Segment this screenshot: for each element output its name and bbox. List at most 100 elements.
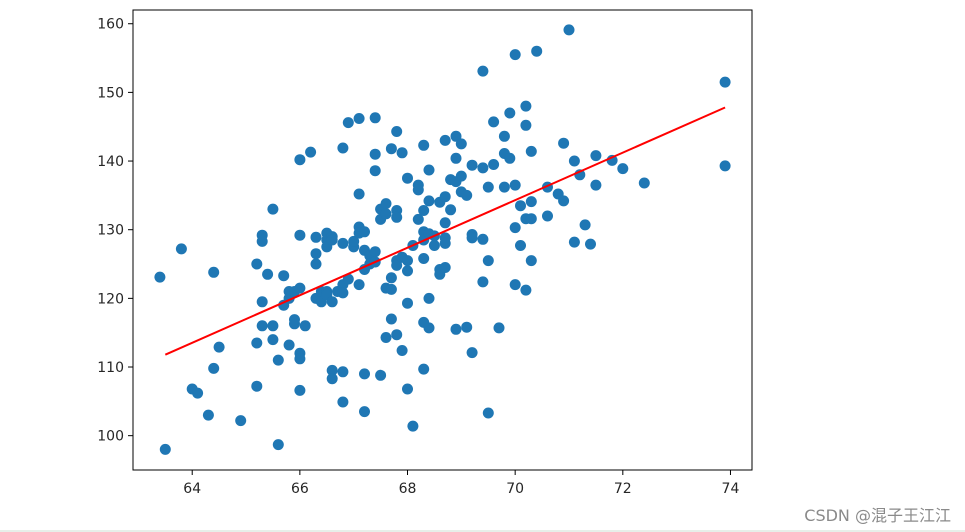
scatter-point — [488, 116, 500, 128]
scatter-point — [520, 284, 532, 296]
scatter-point — [267, 334, 279, 346]
scatter-point — [359, 226, 370, 238]
scatter-point — [482, 407, 494, 419]
scatter-point — [326, 373, 338, 385]
scatter-point — [256, 320, 268, 332]
scatter-points — [154, 24, 731, 455]
scatter-point — [337, 396, 349, 408]
x-tick-label: 74 — [722, 481, 740, 497]
scatter-point — [439, 191, 451, 203]
y-tick-label: 110 — [97, 360, 124, 376]
scatter-point — [353, 113, 365, 124]
y-tick-label: 100 — [97, 429, 124, 445]
scatter-point — [418, 205, 430, 216]
scatter-point — [369, 246, 381, 258]
scatter-point — [337, 366, 349, 378]
scatter-point — [402, 255, 413, 267]
x-tick-label: 70 — [506, 481, 524, 497]
fit-line-layer — [164, 106, 726, 356]
scatter-point — [251, 258, 263, 270]
scatter-point — [477, 162, 489, 174]
scatter-point — [477, 233, 489, 245]
scatter-point — [310, 231, 322, 243]
scatter-point — [455, 138, 467, 150]
scatter-point — [369, 165, 381, 177]
scatter-point — [380, 198, 392, 210]
bottom-divider — [0, 530, 965, 532]
scatter-point — [525, 213, 537, 225]
scatter-point — [407, 420, 419, 432]
scatter-point — [563, 24, 575, 36]
scatter-point — [719, 160, 731, 172]
scatter-point — [262, 268, 274, 280]
scatter-point — [402, 297, 413, 309]
x-axis: 64 66 68 70 72 74 — [183, 470, 739, 497]
scatter-point — [348, 235, 360, 247]
scatter-point — [504, 107, 516, 119]
scatter-point — [337, 287, 349, 299]
scatter-point — [439, 134, 451, 146]
scatter-point — [515, 200, 526, 212]
scatter-point — [305, 146, 317, 158]
scatter-point — [385, 272, 397, 284]
scatter-point — [369, 148, 381, 160]
scatter-point — [385, 283, 397, 295]
scatter-point — [375, 369, 387, 381]
scatter-point — [504, 152, 516, 164]
x-tick-label: 72 — [614, 481, 632, 497]
scatter-point — [423, 292, 435, 304]
scatter-point — [299, 320, 311, 332]
scatter-point — [558, 195, 570, 207]
scatter-point — [423, 195, 435, 207]
scatter-point — [359, 368, 370, 380]
scatter-point — [418, 139, 430, 151]
scatter-point — [477, 65, 489, 77]
scatter-point — [493, 322, 505, 334]
scatter-point — [353, 279, 365, 291]
scatter-point — [289, 314, 300, 326]
scatter-point — [369, 112, 381, 124]
scatter-point — [213, 341, 225, 353]
scatter-point — [590, 150, 602, 162]
scatter-point — [509, 49, 521, 61]
scatter-point — [617, 163, 629, 175]
scatter-point — [461, 321, 473, 333]
scatter-point — [251, 380, 263, 392]
scatter-point — [568, 155, 580, 167]
y-tick-label: 150 — [97, 85, 124, 101]
scatter-point — [450, 152, 462, 164]
y-tick-label: 120 — [97, 291, 124, 307]
scatter-point — [380, 332, 392, 343]
scatter-point — [208, 362, 220, 374]
scatter-point — [294, 154, 306, 166]
scatter-point — [412, 213, 424, 225]
scatter-point — [391, 329, 403, 341]
scatter-point — [520, 119, 532, 131]
scatter-point — [159, 443, 171, 455]
scatter-point — [402, 383, 413, 395]
scatter-point — [590, 179, 602, 191]
scatter-point — [579, 219, 591, 231]
scatter-point — [531, 45, 543, 57]
scatter-point — [402, 265, 413, 277]
x-tick-label: 66 — [291, 481, 309, 497]
scatter-point — [509, 222, 521, 234]
scatter-point — [520, 100, 532, 112]
scatter-point — [283, 339, 295, 351]
scatter-point — [359, 406, 370, 418]
scatter-point — [353, 188, 365, 200]
scatter-point — [235, 415, 247, 427]
scatter-point — [337, 142, 349, 154]
scatter-point — [558, 137, 570, 149]
scatter-point — [310, 248, 322, 260]
scatter-point — [402, 172, 413, 184]
scatter-point — [525, 145, 537, 157]
scatter-point — [466, 232, 478, 244]
scatter-point — [278, 270, 290, 282]
scatter-point — [326, 364, 338, 376]
scatter-point — [509, 179, 521, 191]
scatter-point — [192, 387, 204, 399]
plot-frame — [132, 9, 753, 471]
scatter-point — [272, 354, 284, 366]
scatter-point — [310, 258, 322, 270]
